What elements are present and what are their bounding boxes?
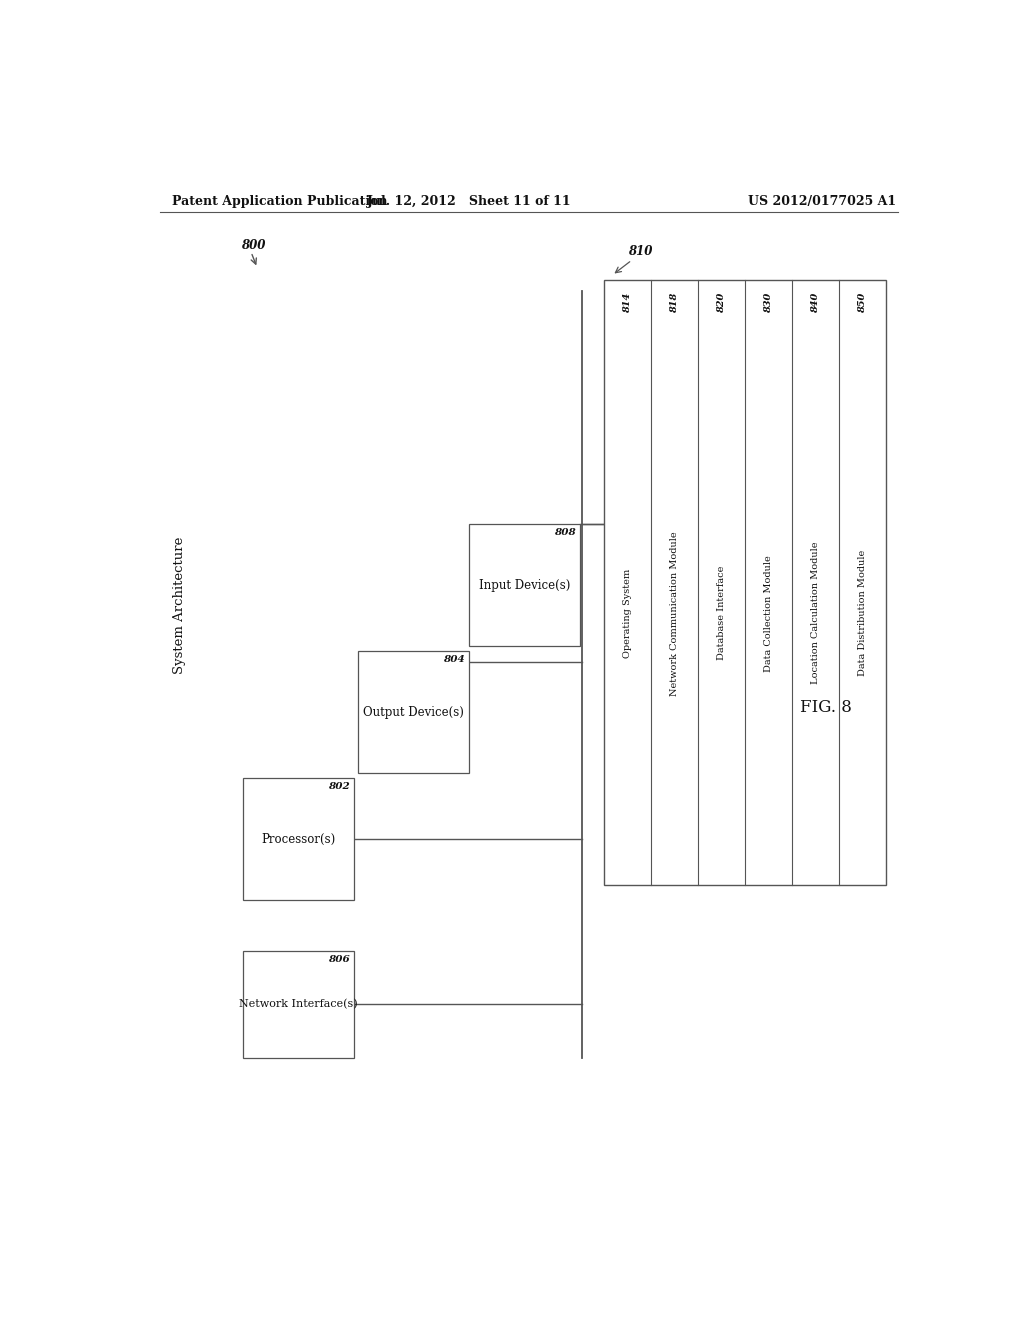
FancyBboxPatch shape — [469, 524, 581, 647]
Text: US 2012/0177025 A1: US 2012/0177025 A1 — [749, 194, 896, 207]
Text: Network Communication Module: Network Communication Module — [670, 531, 679, 696]
Text: Database Interface: Database Interface — [717, 566, 726, 660]
Text: System Architecture: System Architecture — [173, 537, 186, 675]
Text: 830: 830 — [764, 293, 773, 313]
Text: 810: 810 — [628, 246, 652, 257]
Text: Network Interface(s): Network Interface(s) — [240, 999, 358, 1010]
Text: 850: 850 — [858, 293, 867, 313]
FancyBboxPatch shape — [243, 779, 354, 900]
FancyBboxPatch shape — [604, 280, 886, 886]
Text: 820: 820 — [717, 293, 726, 313]
Text: 840: 840 — [811, 293, 820, 313]
Text: FIG. 8: FIG. 8 — [801, 698, 852, 715]
Text: Input Device(s): Input Device(s) — [479, 578, 570, 591]
Text: 814: 814 — [624, 293, 632, 313]
Text: Operating System: Operating System — [624, 569, 632, 657]
Text: Data Collection Module: Data Collection Module — [764, 554, 773, 672]
Text: Patent Application Publication: Patent Application Publication — [172, 194, 387, 207]
Text: 812: 812 — [540, 624, 564, 638]
Text: 806: 806 — [328, 956, 349, 964]
Text: Location Calculation Module: Location Calculation Module — [811, 543, 820, 685]
FancyBboxPatch shape — [243, 952, 354, 1057]
Text: 818: 818 — [670, 293, 679, 313]
Text: Jul. 12, 2012   Sheet 11 of 11: Jul. 12, 2012 Sheet 11 of 11 — [367, 194, 571, 207]
Text: Data Distribution Module: Data Distribution Module — [858, 550, 867, 676]
Text: 802: 802 — [328, 783, 349, 792]
Text: Processor(s): Processor(s) — [261, 833, 336, 846]
Text: 804: 804 — [442, 656, 465, 664]
Text: Output Device(s): Output Device(s) — [364, 706, 464, 719]
Text: 808: 808 — [554, 528, 575, 537]
FancyBboxPatch shape — [358, 651, 469, 774]
Text: 800: 800 — [241, 239, 265, 252]
